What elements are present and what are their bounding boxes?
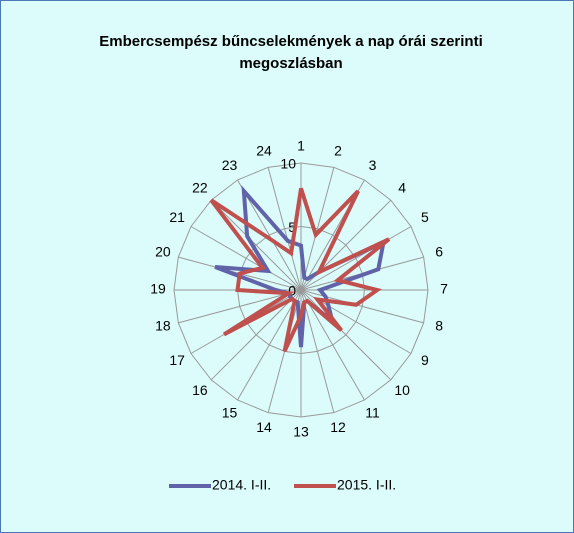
category-label: 17 — [169, 352, 185, 368]
spoke — [300, 289, 424, 324]
category-label: 22 — [192, 180, 208, 196]
spoke — [210, 199, 302, 291]
spoke — [300, 289, 392, 381]
r-tick-label: 5 — [288, 219, 296, 235]
category-label: 23 — [222, 157, 238, 173]
category-label: 3 — [369, 157, 377, 173]
spoke — [300, 289, 335, 413]
r-tick-label: 10 — [280, 156, 296, 172]
category-label: 21 — [169, 209, 185, 225]
category-label: 5 — [421, 209, 429, 225]
category-label: 4 — [398, 180, 406, 196]
spoke — [190, 226, 302, 291]
category-label: 12 — [330, 419, 346, 435]
category-label: 7 — [440, 281, 448, 297]
series-line — [209, 187, 391, 353]
category-label: 14 — [256, 419, 272, 435]
category-label: 11 — [365, 405, 380, 421]
category-label: 19 — [150, 281, 166, 297]
legend-label: 2015. I-II. — [337, 477, 396, 493]
spoke — [267, 167, 302, 291]
category-label: 15 — [222, 405, 238, 421]
category-label: 10 — [394, 382, 410, 398]
spoke — [300, 226, 412, 291]
legend-label: 2014. I-II. — [212, 477, 271, 493]
category-label: 6 — [435, 244, 443, 260]
category-label: 24 — [256, 143, 272, 159]
spoke — [178, 289, 302, 324]
category-label: 20 — [155, 244, 171, 260]
category-label: 8 — [435, 318, 443, 334]
category-label: 1 — [297, 138, 305, 154]
category-label: 18 — [155, 318, 171, 334]
r-tick-label: 0 — [288, 283, 296, 299]
spoke — [210, 289, 302, 381]
category-label: 2 — [334, 143, 342, 159]
category-label: 13 — [293, 424, 309, 440]
chart-title: Embercsempész bűncselekmények a nap órái… — [99, 33, 483, 72]
category-label: 16 — [192, 382, 208, 398]
spoke — [300, 167, 335, 291]
spoke — [237, 289, 302, 401]
category-label: 9 — [421, 352, 429, 368]
spoke — [300, 289, 365, 401]
